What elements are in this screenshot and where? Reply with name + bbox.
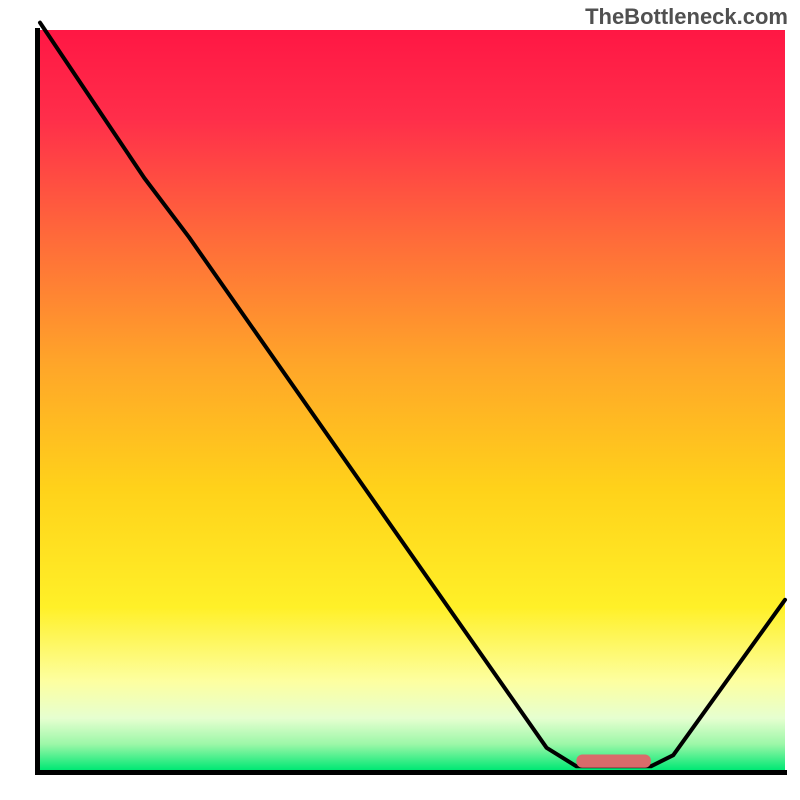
y-axis-line [35, 28, 40, 775]
optimal-range-marker [576, 754, 651, 767]
chart-container: { "watermark": { "text": "TheBottleneck.… [0, 0, 800, 800]
watermark-text: TheBottleneck.com [585, 4, 788, 30]
x-axis-line [35, 770, 787, 775]
bottleneck-chart [0, 0, 800, 800]
plot-background [40, 30, 785, 770]
